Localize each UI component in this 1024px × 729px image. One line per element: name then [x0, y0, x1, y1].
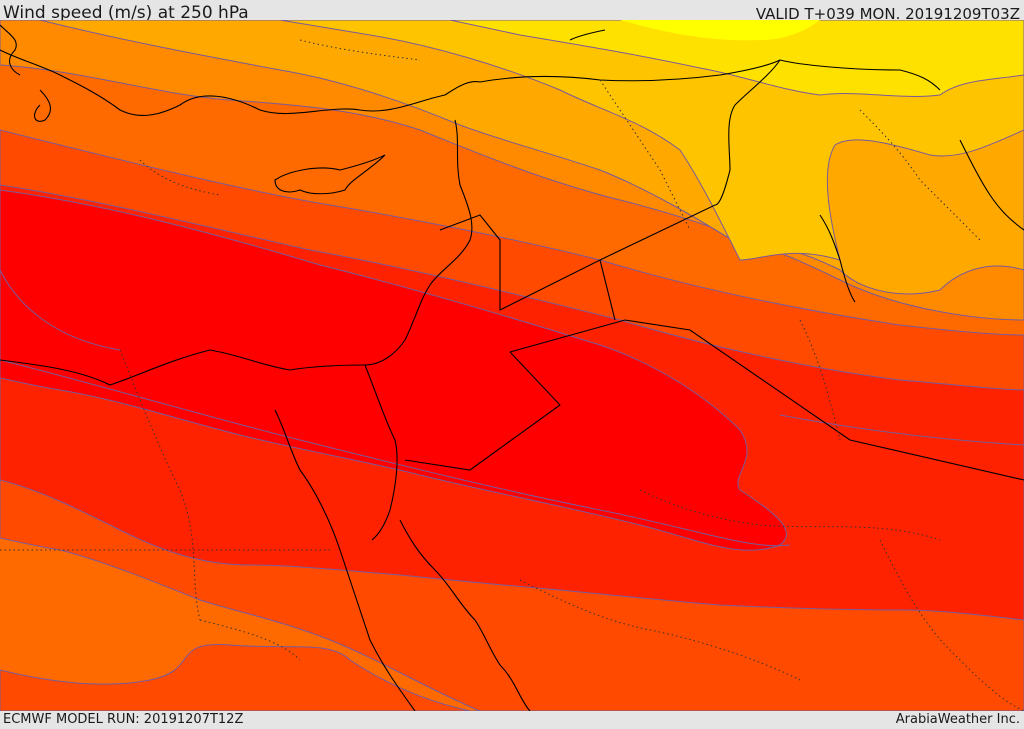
wind-band-red: [0, 189, 787, 551]
contour-line: [0, 359, 791, 547]
map-canvas: [0, 20, 1024, 711]
valid-time-label: VALID T+039 MON. 20191209T03Z: [755, 5, 1020, 23]
credit-label: ArabiaWeather Inc.: [895, 712, 1020, 727]
wind-speed-map: [0, 20, 1024, 711]
model-run-label: ECMWF MODEL RUN: 20191207T12Z: [3, 712, 244, 727]
internal-borders: [0, 39, 1024, 711]
wind-band-yellow: [620, 20, 820, 41]
coastlines: [0, 24, 1024, 711]
contour-line: [779, 414, 1024, 446]
map-title: Wind speed (m/s) at 250 hPa: [3, 3, 249, 23]
wind-band-light-yellow: [449, 20, 1024, 97]
contour-line: [0, 269, 121, 351]
